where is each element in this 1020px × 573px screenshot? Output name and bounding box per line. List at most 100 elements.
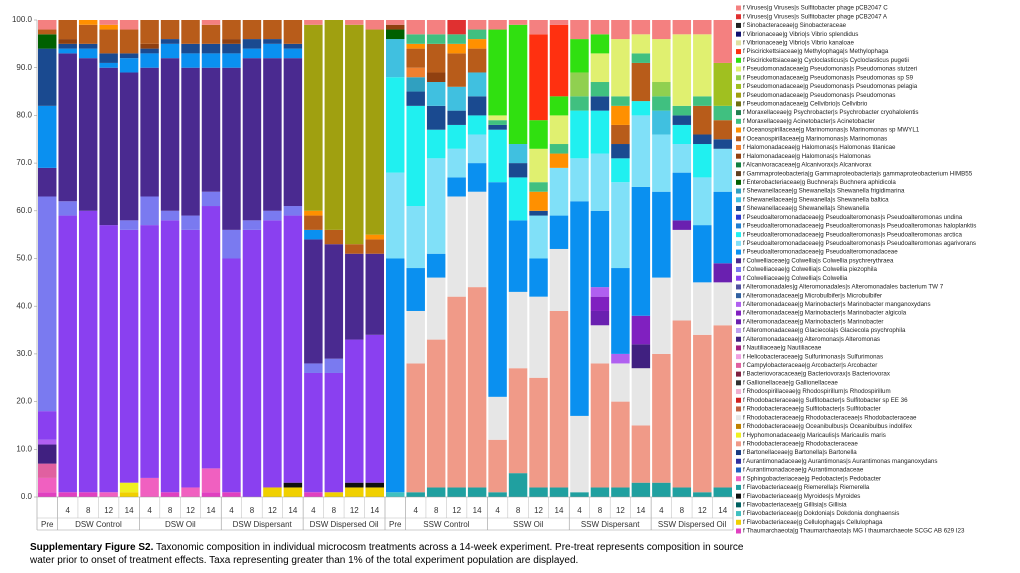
bar-segment (631, 115, 651, 187)
bar-segment (119, 29, 139, 54)
bar-segment (631, 53, 651, 63)
x-tick-label: 12 (186, 506, 195, 515)
legend-swatch (736, 83, 741, 89)
legend-label: f Flavobacteriaceae|g Myroides|s Myroide… (743, 493, 860, 500)
bar-segment (406, 268, 425, 311)
bar-segment (508, 368, 528, 474)
bar-segment (365, 234, 384, 240)
bar-segment (426, 253, 446, 278)
bar-segment (365, 20, 384, 30)
legend-swatch (736, 293, 741, 299)
bar-segment (447, 124, 466, 149)
bar-segment (693, 334, 712, 493)
bar-segment (201, 53, 221, 68)
legend-swatch (736, 171, 741, 177)
legend-label: f Shewanellaceae|g Shewanella|s Shewanel… (743, 205, 870, 212)
bar-segment (652, 191, 671, 278)
bar-segment (631, 20, 651, 35)
bar-segment (549, 24, 569, 97)
bar-segment (549, 167, 569, 216)
bar-segment (263, 487, 282, 497)
bar-segment (406, 20, 425, 35)
bar-segment (672, 115, 692, 125)
legend-swatch (736, 397, 741, 403)
bar-segment (324, 358, 344, 373)
bar-segment (99, 29, 118, 54)
bar-segment (488, 129, 507, 183)
bar-segment (38, 105, 57, 168)
bar-segment (160, 58, 180, 211)
bar-segment (283, 43, 303, 49)
bar-segment (693, 492, 712, 497)
legend-swatch (736, 66, 741, 72)
legend-label: f Pseudoalteromonadaceae|g Pseudoalterom… (743, 231, 962, 238)
legend-label: f Rhodobacteraceae|g Sulfitobacter|s Sul… (743, 397, 908, 404)
legend-label: f Halomonadaceae|g Halomonas|s Halomonas (743, 153, 871, 160)
bar-segment (713, 325, 732, 488)
legend-swatch (736, 310, 741, 316)
bar-segment (222, 492, 241, 497)
x-tick-label: 12 (350, 506, 359, 515)
bar-segment (406, 363, 425, 493)
bar-segment (672, 124, 692, 145)
bar-segment (160, 39, 180, 44)
legend-label: f Pseudomonadaceae|g Pseudomonas|s Pseud… (743, 92, 896, 99)
bar-segment (467, 134, 487, 164)
bar-segment (488, 124, 507, 130)
bar-segment (58, 215, 77, 493)
caption-label: Supplementary Figure S2. (30, 542, 154, 553)
legend-label: f Thaumarchaeota|g Thaumarchaeota|s MG I… (743, 528, 965, 535)
bar-segment (508, 163, 528, 178)
bar-segment (549, 487, 569, 497)
legend-label: f Viruses|g Viruses|s Sulfitobacter phag… (743, 13, 888, 20)
bar-segment (201, 191, 221, 207)
bar-segment (222, 20, 241, 40)
bar-segment (447, 43, 466, 54)
bar-segment (631, 482, 651, 497)
legend-label: f Vibrionaceae|g Vibrio|s Vibrio kanaloa… (743, 40, 854, 47)
legend-label: f Piscirickettsiaceae|g Methylophaga|s M… (743, 48, 889, 55)
bar-segment (549, 248, 569, 311)
legend-label: f Rhodobacteraceae|g Oceanibulbus|s Ocea… (743, 423, 913, 430)
bar-segment (365, 239, 384, 254)
bar-segment (529, 34, 548, 121)
bar-segment (99, 62, 118, 68)
bar-segment (570, 96, 589, 111)
bar-segment (488, 396, 507, 440)
legend-swatch (736, 31, 741, 37)
bar-segment (386, 20, 405, 25)
bar-segment (181, 215, 200, 230)
bar-segment (529, 20, 548, 35)
bar-segment (386, 258, 405, 493)
legend-swatch (736, 528, 741, 534)
legend-swatch (736, 319, 741, 325)
bar-segment (672, 34, 692, 106)
x-tick-label: 4 (65, 506, 70, 515)
x-tick-label: 14 (125, 506, 134, 515)
bar-segment (283, 215, 303, 483)
legend-label: f Oceanospirillaceae|g Marinomonas|s Mar… (743, 127, 920, 134)
bar-segment (508, 20, 528, 25)
bar-segment (508, 177, 528, 221)
bar-segment (324, 229, 344, 245)
bar-segment (242, 220, 262, 230)
x-tick-label: 8 (680, 506, 685, 515)
bar-segment (365, 334, 384, 483)
legend-label: f Nautiliaceae|g Nautiliaceae (743, 345, 822, 352)
bar-segment (652, 82, 671, 97)
bar-segment (672, 144, 692, 173)
bar-segment (713, 487, 732, 497)
bar-segment (324, 372, 344, 493)
bar-segment (38, 444, 57, 464)
bar-segment (590, 96, 610, 111)
y-tick-label: 70.0 (16, 158, 32, 167)
bar-segment (160, 43, 180, 59)
bar-segment (590, 82, 610, 97)
bar-segment (345, 339, 364, 483)
bar-segment (713, 282, 732, 326)
bar-segment (570, 415, 589, 493)
legend-label: f Flavobacteriaceae|g Dokdonia|s Dokdoni… (743, 510, 899, 517)
legend-label: f Shewanellaceae|g Shewanella|s Shewanel… (743, 196, 889, 203)
x-tick-label: 14 (370, 506, 379, 515)
